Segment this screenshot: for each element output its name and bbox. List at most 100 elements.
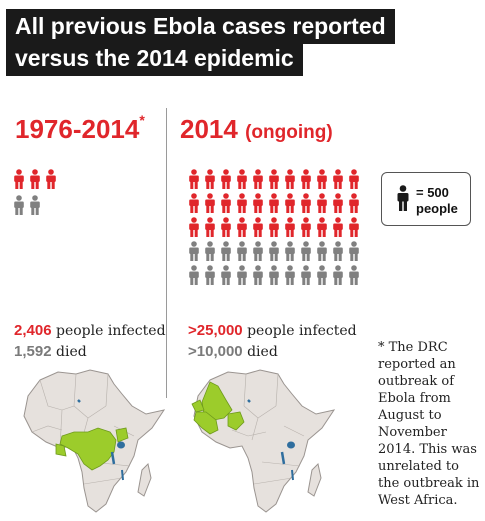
person-icon	[301, 241, 311, 261]
period-right-sub: (ongoing)	[245, 122, 333, 143]
period-left-mark: *	[139, 112, 145, 128]
person-icon	[349, 265, 359, 285]
africa-map-left	[23, 369, 166, 513]
person-icon	[237, 265, 247, 285]
title-line-1: All previous Ebola cases reported	[6, 9, 395, 44]
country-borders	[231, 373, 305, 485]
person-icon	[301, 265, 311, 285]
lake-malawi	[291, 469, 294, 481]
person-icon	[237, 169, 247, 189]
person-icon	[205, 241, 215, 261]
madagascar	[137, 462, 152, 497]
left-died-stat: 1,592 died	[14, 343, 87, 360]
person-icon	[205, 265, 215, 285]
person-icon	[285, 217, 295, 237]
person-icon	[285, 265, 295, 285]
person-icon	[269, 169, 279, 189]
lake-tanganyika	[110, 451, 116, 465]
period-right: 2014 (ongoing)	[180, 114, 333, 145]
person-icon	[237, 217, 247, 237]
person-icon	[301, 193, 311, 213]
lake-malawi	[121, 469, 124, 481]
person-icon	[317, 241, 327, 261]
person-icon	[221, 265, 231, 285]
person-icon	[253, 193, 263, 213]
person-icon	[285, 169, 295, 189]
person-icon	[301, 169, 311, 189]
person-icon	[253, 169, 263, 189]
pictogram-left	[11, 169, 59, 215]
person-icon	[237, 193, 247, 213]
person-icon	[269, 265, 279, 285]
period-left: 1976-2014*	[15, 112, 145, 145]
right-infected-stat: >25,000 people infected	[188, 322, 357, 339]
lake-chad	[247, 399, 251, 403]
person-icon	[221, 241, 231, 261]
right-infected-value: >25,000	[188, 322, 243, 339]
affected-region-gabon	[55, 443, 67, 457]
person-icon	[221, 193, 231, 213]
person-icon	[317, 217, 327, 237]
legend-value: = 500	[416, 185, 449, 200]
person-icon	[317, 193, 327, 213]
person-icon	[221, 169, 231, 189]
legend-unit: people	[416, 201, 458, 216]
person-icon	[349, 241, 359, 261]
person-icon	[14, 195, 24, 215]
person-icon	[30, 169, 40, 189]
lake-chad	[77, 399, 81, 403]
person-icon	[253, 217, 263, 237]
person-icon	[333, 217, 343, 237]
person-icon	[301, 217, 311, 237]
right-died-label: died	[247, 344, 278, 360]
left-died-value: 1,592	[14, 343, 52, 360]
person-icon	[14, 169, 24, 189]
person-icon	[317, 265, 327, 285]
person-icon	[253, 265, 263, 285]
left-infected-stat: 2,406 people infected	[14, 322, 166, 339]
right-died-stat: >10,000 died	[188, 343, 278, 360]
person-icon	[333, 193, 343, 213]
period-left-label: 1976-2014	[15, 114, 140, 144]
affected-region-central-africa	[59, 427, 117, 471]
lake-victoria	[117, 441, 125, 449]
person-icon	[333, 265, 343, 285]
person-icon	[253, 241, 263, 261]
person-icon	[189, 169, 199, 189]
lake-victoria	[287, 441, 295, 449]
title-line-2: versus the 2014 epidemic	[6, 41, 303, 76]
person-icon	[285, 193, 295, 213]
left-infected-value: 2,406	[14, 322, 52, 339]
left-died-label: died	[56, 344, 87, 360]
person-icon	[397, 185, 409, 211]
affected-region-uganda	[115, 427, 129, 443]
column-divider	[166, 108, 167, 398]
person-icon	[269, 217, 279, 237]
person-icon	[46, 169, 56, 189]
person-icon	[205, 193, 215, 213]
person-icon	[221, 217, 231, 237]
person-icon	[349, 217, 359, 237]
affected-region-senegal	[191, 399, 205, 413]
person-icon	[317, 169, 327, 189]
person-icon	[269, 193, 279, 213]
right-infected-label: people infected	[247, 323, 357, 339]
person-icon	[205, 169, 215, 189]
person-icon	[189, 217, 199, 237]
right-died-value: >10,000	[188, 343, 243, 360]
left-infected-label: people infected	[56, 323, 166, 339]
person-icon	[237, 241, 247, 261]
person-icon	[269, 241, 279, 261]
person-icon	[30, 195, 40, 215]
person-icon	[205, 217, 215, 237]
footnote: * The DRC reported an outbreak of Ebola …	[378, 340, 480, 508]
legend-box: = 500 people	[381, 172, 471, 226]
person-icon	[189, 265, 199, 285]
period-right-label: 2014	[180, 114, 238, 144]
person-icon	[189, 193, 199, 213]
person-icon	[189, 241, 199, 261]
person-icon	[285, 241, 295, 261]
madagascar	[307, 462, 322, 497]
person-icon	[333, 241, 343, 261]
affected-region-guinea-sierra-leone-liberia	[193, 411, 219, 435]
